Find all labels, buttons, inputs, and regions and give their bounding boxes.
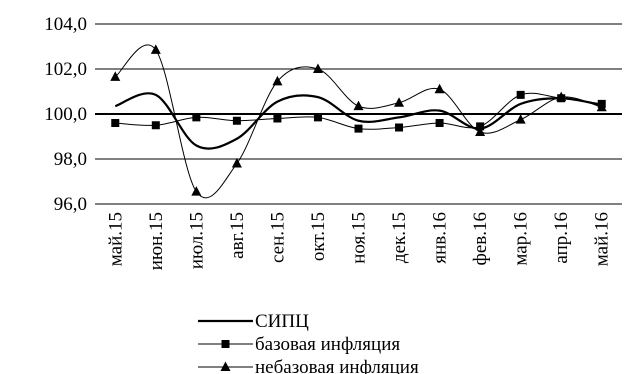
data-point-series-3 <box>110 71 121 81</box>
series-line-1 <box>114 92 602 150</box>
grid-lines <box>95 23 622 205</box>
data-point-series-2 <box>516 90 525 99</box>
data-point-series-2 <box>111 119 120 127</box>
data-point-series-2 <box>476 122 485 131</box>
x-tick-label: мар.16 <box>511 212 532 266</box>
x-tick-label: май.15 <box>105 212 126 266</box>
y-tick-label: 102,0 <box>44 59 87 80</box>
x-tick-label: июн.15 <box>146 212 167 270</box>
y-tick-label: 96,0 <box>54 194 87 215</box>
y-axis: 96,0 98,0 100,0 102,0 104,0 <box>44 14 87 215</box>
x-tick-label: сен.15 <box>267 212 288 263</box>
data-point-series-3 <box>434 83 445 94</box>
data-point-series-3 <box>272 75 283 86</box>
data-point-series-3 <box>515 114 526 124</box>
data-point-series-3 <box>231 158 242 168</box>
x-tick-label: июл.15 <box>186 212 207 269</box>
y-tick-label: 104,0 <box>44 14 87 35</box>
data-point-series-2 <box>395 123 404 132</box>
legend-marker-2 <box>221 340 230 348</box>
data-point-series-2 <box>151 121 160 130</box>
data-point-series-2 <box>232 116 241 125</box>
x-tick-label: ноя.15 <box>349 212 370 264</box>
data-point-series-2 <box>273 114 282 123</box>
legend-label: базовая инфляция <box>255 334 400 355</box>
x-tick-label: окт.15 <box>308 212 329 261</box>
x-axis: май.15 июн.15 июл.15 авг.15 сен.15 окт.15 ноя.… <box>105 212 612 270</box>
data-point-series-3 <box>475 126 486 136</box>
data-point-series-2 <box>313 113 322 122</box>
legend-label: СИПЦ <box>255 311 309 332</box>
x-tick-label: янв.16 <box>430 212 451 264</box>
data-point-series-3 <box>596 101 607 112</box>
data-point-series-3 <box>312 63 323 73</box>
series-group <box>110 44 607 199</box>
series-line-2 <box>115 92 602 130</box>
y-tick-label: 98,0 <box>54 149 87 170</box>
x-tick-label: апр.16 <box>551 212 572 264</box>
data-point-series-2 <box>435 119 444 127</box>
data-point-series-3 <box>394 97 405 107</box>
data-point-series-3 <box>150 44 161 54</box>
data-point-series-2 <box>354 124 363 133</box>
y-tick-label: 100,0 <box>44 104 87 125</box>
x-tick-label: май.16 <box>592 212 613 266</box>
data-point-series-2 <box>192 113 201 122</box>
legend-label: небазовая инфляция <box>255 357 419 374</box>
data-point-series-3 <box>191 186 202 196</box>
legend-marker-3 <box>220 361 231 371</box>
data-point-series-3 <box>353 100 364 111</box>
x-tick-label: дек.15 <box>389 212 410 263</box>
data-point-series-3 <box>556 91 567 102</box>
x-tick-label: авг.15 <box>227 212 248 259</box>
x-tick-label: фев.16 <box>470 212 491 265</box>
